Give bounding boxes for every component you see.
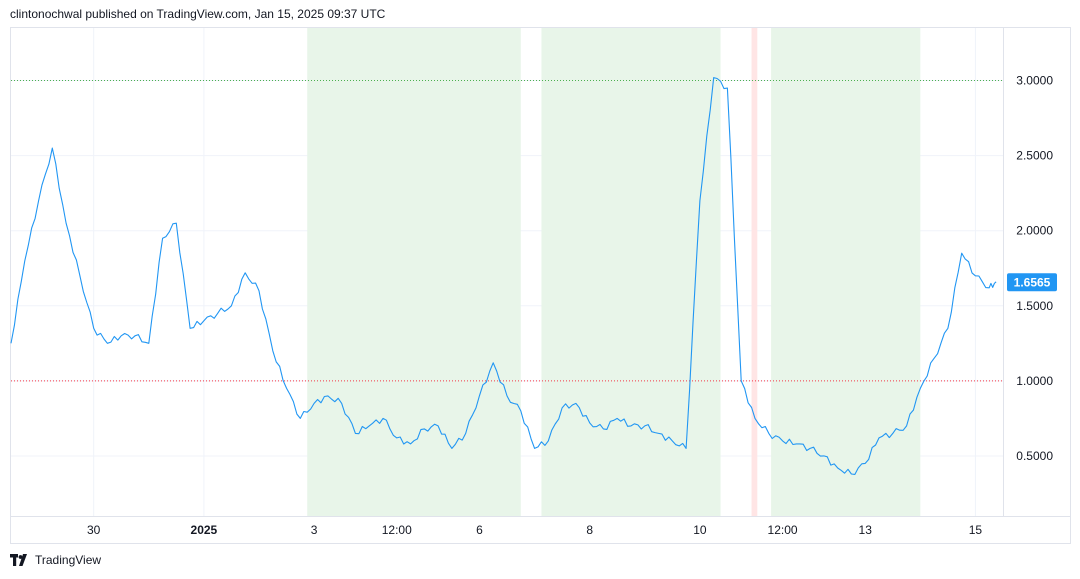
last-value-badge-group: 1.6565 xyxy=(1007,273,1057,292)
chart-frame xyxy=(10,27,1071,544)
y-tick-label: 2.0000 xyxy=(1016,224,1053,238)
shaded-region-red xyxy=(751,28,758,516)
price-series-line xyxy=(10,77,997,475)
y-tick-label: 1.0000 xyxy=(1016,374,1053,388)
x-tick-label: 13 xyxy=(859,523,873,537)
series-layer xyxy=(10,77,997,475)
last-value-badge xyxy=(1007,273,1057,292)
y-axis: 3.0000 2.5000 2.0000 1.5000 1.0000 0.5000 xyxy=(1003,28,1053,516)
x-tick-label: 15 xyxy=(969,523,983,537)
x-tick-label: 6 xyxy=(476,523,483,537)
attribution-header: clintonochwal published on TradingView.c… xyxy=(10,7,386,21)
x-tick-label: 8 xyxy=(586,523,593,537)
x-tick-label: 10 xyxy=(693,523,707,537)
shaded-region-green xyxy=(307,28,521,516)
y-tick-label: 3.0000 xyxy=(1016,74,1053,88)
x-tick-label: 12:00 xyxy=(382,523,412,537)
last-value-label: 1.6565 xyxy=(1014,275,1051,289)
shaded-region-green xyxy=(771,28,921,516)
brand-footer[interactable]: TradingView xyxy=(10,553,101,567)
x-axis: 30 2025 3 12:00 6 8 10 12:00 13 15 xyxy=(11,516,1071,537)
shaded-regions xyxy=(307,28,921,516)
tradingview-logo-icon xyxy=(10,554,30,566)
shaded-region-green xyxy=(541,28,721,516)
x-tick-label: 3 xyxy=(311,523,318,537)
x-tick-label: 30 xyxy=(87,523,101,537)
reference-lines xyxy=(11,80,1003,382)
brand-name: TradingView xyxy=(35,553,102,567)
x-tick-label: 12:00 xyxy=(768,523,798,537)
y-tick-label: 0.5000 xyxy=(1016,449,1053,463)
y-tick-label: 1.5000 xyxy=(1016,299,1053,313)
x-tick-label: 2025 xyxy=(191,523,218,537)
y-tick-label: 2.5000 xyxy=(1016,149,1053,163)
